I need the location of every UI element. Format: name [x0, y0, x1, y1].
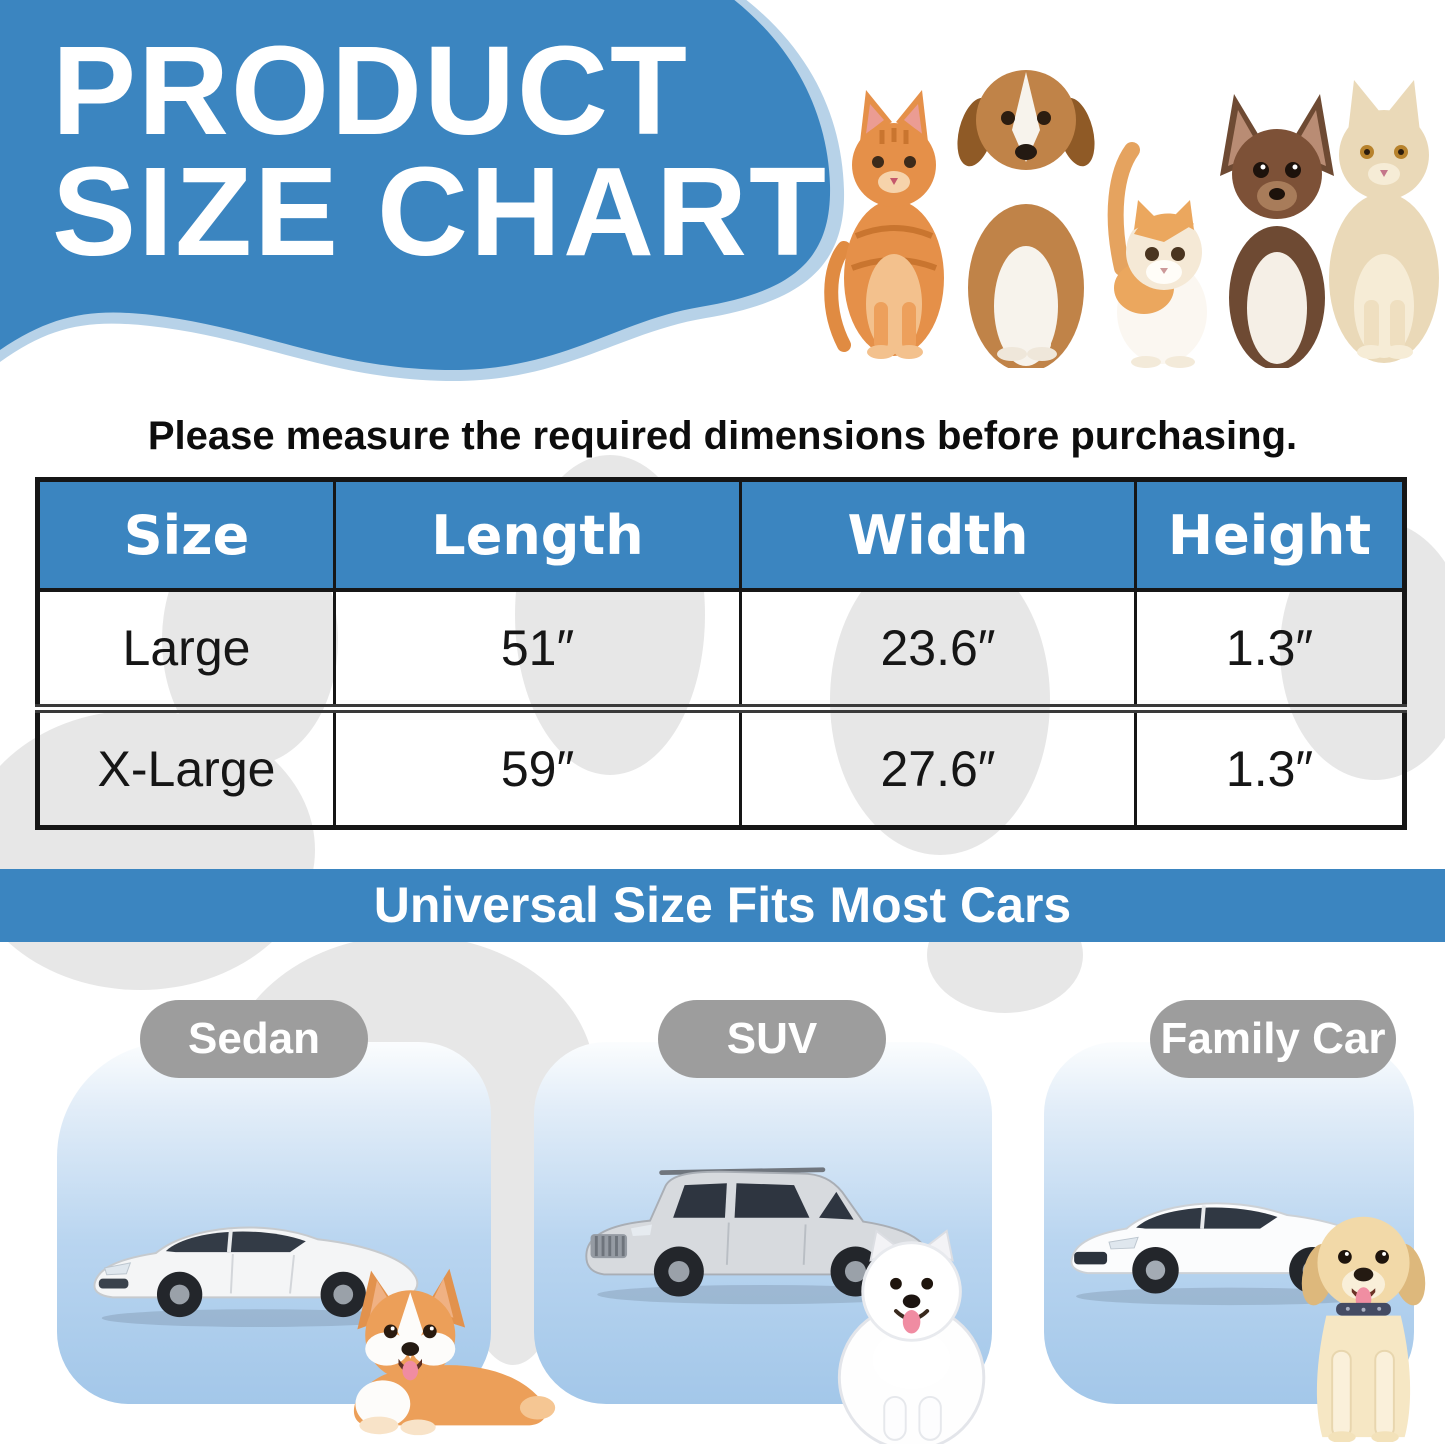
- card-label: Family Car: [1160, 1014, 1386, 1063]
- exotic-shorthair-cat-icon: [1107, 142, 1207, 368]
- page-title: PRODUCT SIZE CHART: [52, 20, 828, 282]
- label-pill-family-car: Family Car: [1150, 1000, 1396, 1078]
- chihuahua-dog-icon: [1220, 94, 1334, 368]
- table-row-large: Large 51″ 23.6″ 1.3″: [36, 588, 1406, 710]
- universal-size-banner-text: Universal Size Fits Most Cars: [373, 877, 1072, 933]
- cell-xlarge-width: 27.6″: [739, 704, 1137, 829]
- cell-large-height: 1.3″: [1134, 588, 1406, 710]
- header-wave-shape: [0, 0, 845, 382]
- suv-car-icon: [585, 1167, 929, 1305]
- label-pill-sedan: Sedan: [140, 1000, 368, 1078]
- cell-xlarge-height: 1.3″: [1134, 704, 1406, 829]
- cell-large-length: 51″: [333, 588, 742, 710]
- cell-large-width: 23.6″: [739, 588, 1137, 710]
- col-header-width: Width: [739, 478, 1137, 592]
- col-header-height: Height: [1134, 478, 1406, 592]
- page-title-line1: PRODUCT: [52, 20, 689, 161]
- cell-xlarge-length: 59″: [333, 704, 742, 829]
- table-row-xlarge: X-Large 59″ 27.6″ 1.3″: [36, 704, 1406, 829]
- col-header-length: Length: [333, 478, 742, 592]
- size-table-header-row: Size Length Width Height: [36, 478, 1406, 592]
- cream-cat-icon: [1329, 80, 1439, 363]
- sedan-car-icon: [93, 1226, 419, 1327]
- corgi-dog-icon: [353, 1268, 556, 1436]
- brown-white-dog-icon: [957, 70, 1095, 368]
- card-label: Sedan: [187, 1014, 321, 1063]
- label-pill-suv: SUV: [658, 1000, 886, 1078]
- orange-tabby-cat-icon: [824, 90, 944, 359]
- card-label: SUV: [726, 1014, 818, 1063]
- size-table: Size Length Width Height Large 51″ 23.6″…: [35, 477, 1407, 830]
- hero-pets-photo: [824, 70, 1439, 368]
- page-title-line2: SIZE CHART: [52, 141, 828, 282]
- measure-note: Please measure the required dimensions b…: [147, 414, 1298, 458]
- samoyed-dog-icon: [837, 1229, 986, 1444]
- universal-size-banner: Universal Size Fits Most Cars: [0, 869, 1445, 942]
- col-header-size: Size: [36, 478, 336, 592]
- cell-large-size: Large: [36, 588, 336, 710]
- golden-puppy-icon: [1301, 1216, 1426, 1442]
- cell-xlarge-size: X-Large: [36, 704, 336, 829]
- wave-dark-shape: [0, 0, 831, 371]
